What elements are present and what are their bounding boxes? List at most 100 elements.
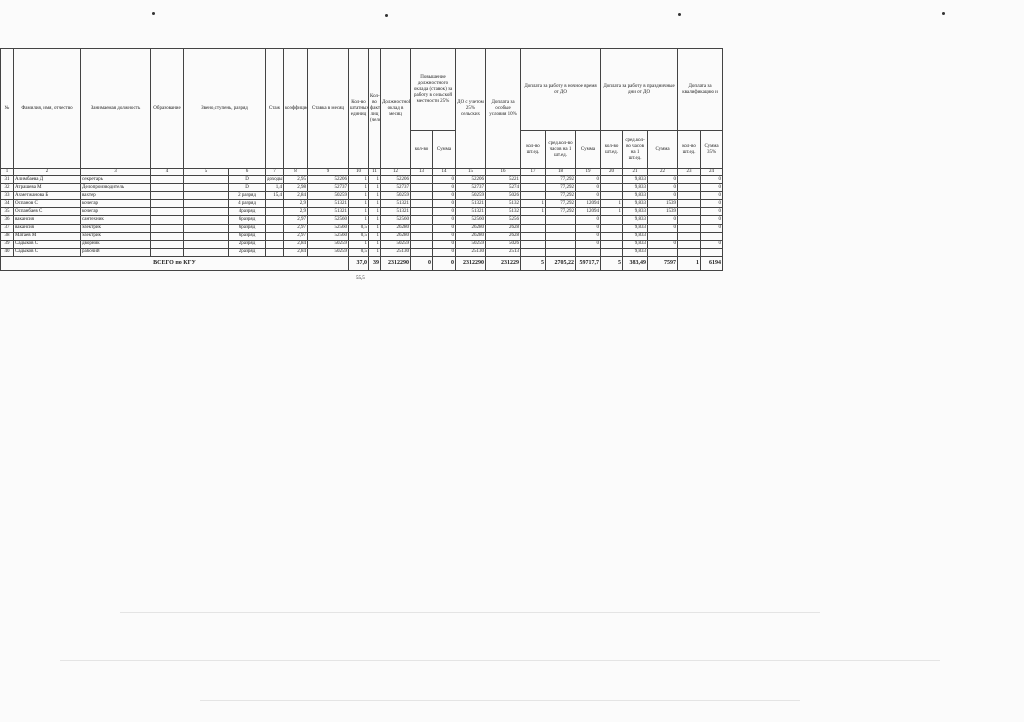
- column-number: 24: [700, 168, 724, 176]
- table-cell: [265, 231, 284, 241]
- table-cell: [700, 247, 724, 257]
- table-cell: [545, 247, 576, 257]
- table-cell: 1: [348, 174, 369, 185]
- table-cell: [600, 183, 624, 193]
- table-cell: Оспанов С: [13, 199, 81, 209]
- column-number: 4: [150, 168, 184, 176]
- table-cell: 36: [0, 215, 14, 225]
- table-cell: [410, 215, 433, 225]
- table-cell: [150, 183, 184, 193]
- table-cell: [677, 223, 702, 233]
- table-cell: [677, 215, 702, 225]
- table-cell: сантехник: [80, 215, 151, 225]
- table-cell: 2разряд: [228, 247, 266, 257]
- total-cell: 2312290: [380, 255, 411, 271]
- table-cell: [183, 191, 229, 201]
- table-cell: 50259: [307, 247, 349, 257]
- column-number: 23: [677, 168, 702, 176]
- table-cell: 9,833: [622, 215, 649, 225]
- table-cell: 2разряд: [228, 239, 266, 249]
- table-cell: 0: [700, 199, 724, 209]
- table-cell: электрик: [80, 223, 151, 233]
- table-cell: 1: [368, 239, 381, 249]
- column-number: 5: [183, 168, 229, 176]
- table-cell: 0: [647, 191, 679, 201]
- table-cell: [410, 231, 433, 241]
- column-number: 8: [283, 168, 308, 176]
- table-cell: 0: [432, 174, 456, 185]
- scan-artifact: [60, 660, 940, 661]
- table-cell: [410, 174, 433, 185]
- table-cell: [677, 231, 702, 241]
- table-cell: 4разряд: [228, 207, 266, 217]
- table-cell: 6разряд: [228, 215, 266, 225]
- table-cell: [150, 215, 184, 225]
- column-number: 20: [600, 168, 624, 176]
- table-cell: 0: [647, 183, 679, 193]
- table-cell: Алимбаева Д: [13, 174, 81, 185]
- table-cell: 0: [647, 223, 679, 233]
- column-number: 9: [307, 168, 349, 176]
- col-coefficient: коэффициент: [283, 48, 308, 169]
- table-cell: [265, 239, 284, 249]
- table-cell: [410, 199, 433, 209]
- total-cell: 5: [600, 255, 624, 271]
- table-cell: [150, 174, 184, 185]
- table-cell: 2,84: [283, 247, 308, 257]
- total-cell: 231229: [485, 255, 521, 271]
- table-cell: [600, 247, 624, 257]
- table-cell: D: [228, 183, 266, 193]
- table-cell: 12094: [574, 199, 602, 209]
- table-cell: [677, 191, 702, 201]
- table-cell: [410, 239, 433, 249]
- col-salary: Должностной оклад в месяц: [380, 48, 411, 169]
- table-cell: 0,5: [348, 231, 369, 241]
- table-cell: 35: [0, 207, 14, 217]
- table-cell: 37: [0, 223, 14, 233]
- table-cell: 1: [368, 191, 381, 201]
- total-cell: 6194: [700, 255, 724, 271]
- table-cell: 0: [574, 223, 602, 233]
- table-cell: 40: [0, 247, 14, 257]
- table-cell: 6разряд: [228, 231, 266, 241]
- table-cell: 50259: [307, 239, 349, 249]
- table-cell: Оспанбаев С: [13, 207, 81, 217]
- table-cell: 52737: [307, 183, 349, 193]
- table-cell: 50259: [307, 191, 349, 201]
- table-cell: 9,833: [622, 207, 649, 217]
- table-cell: кочегар: [80, 207, 151, 217]
- col-holiday-units: кол-во шт.ед.: [600, 130, 624, 169]
- table-cell: 0: [700, 191, 724, 201]
- col-qualification: Доплата за квалификацию и: [677, 48, 724, 131]
- table-cell: 52560: [307, 223, 349, 233]
- table-cell: [410, 191, 433, 201]
- table-cell: 0: [574, 174, 602, 185]
- col-position: Занимаемая должность: [80, 48, 151, 169]
- table-cell: [520, 183, 546, 193]
- table-cell: [647, 247, 679, 257]
- table-cell: 0: [700, 223, 724, 233]
- table-cell: 52737: [380, 183, 411, 193]
- column-number-row: 1 2 3 4 5 6 7 8 9 10 11 12 13 14 15 16 17 18 19 20 21 22 23 24: [0, 168, 724, 176]
- table-cell: [150, 231, 184, 241]
- column-number: 6: [228, 168, 266, 176]
- table-cell: [545, 215, 576, 225]
- col-night-work: Доплата за работу в ночное время от ДО: [519, 48, 602, 131]
- column-number: 2: [13, 168, 81, 176]
- col-staff-units: Кол-во штатных единиц: [348, 48, 369, 169]
- table-cell: 2,97: [283, 223, 308, 233]
- table-cell: [410, 183, 433, 193]
- table-cell: [545, 231, 576, 241]
- column-number: 1: [0, 168, 14, 176]
- table-cell: 51321: [380, 199, 411, 209]
- table-cell: 2,9: [283, 207, 308, 217]
- table-cell: доходы: [265, 174, 284, 185]
- table-cell: 2,84: [283, 239, 308, 249]
- total-cell: 2705,22: [545, 255, 576, 271]
- table-cell: [600, 239, 624, 249]
- scan-speck: [942, 12, 945, 15]
- table-cell: 9,833: [622, 191, 649, 201]
- column-number: 16: [485, 168, 521, 176]
- column-number: 21: [622, 168, 649, 176]
